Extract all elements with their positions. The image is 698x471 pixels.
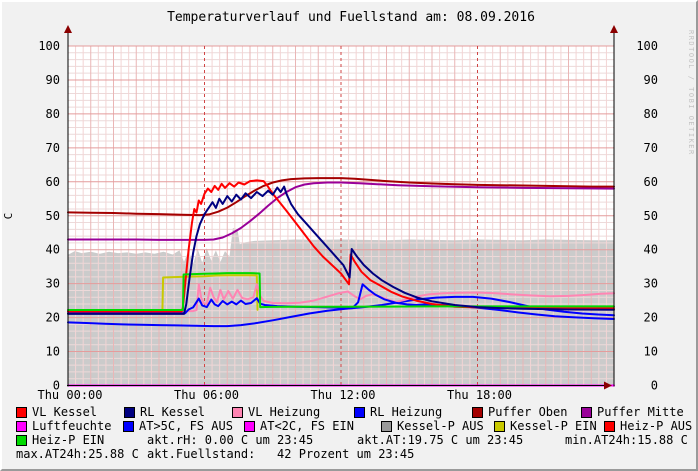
y-tick-label-right: 70 (644, 141, 658, 155)
y-tick-label-left: 70 (46, 141, 60, 155)
y-tick-label-left: 30 (46, 277, 60, 291)
legend-label: Heiz-P EIN (32, 433, 105, 447)
y-tick-label-left: 0 (53, 379, 60, 393)
y-tick-label-left: 10 (46, 345, 60, 359)
rrdtool-watermark: RRDTOOL / TOBI OETIKER (687, 30, 695, 156)
x-tick-label: Thu 00:00 (37, 388, 102, 402)
y-tick-label-right: 20 (644, 311, 658, 325)
series-rl_kessel (67, 185, 615, 315)
series-puffer_oben (67, 177, 615, 217)
y-tick-label-right: 30 (644, 277, 658, 291)
x-axis-arrow (604, 381, 612, 390)
legend-label: Luftfeuchte (32, 419, 112, 433)
x-tick-label: Thu 06:00 (174, 388, 239, 402)
y-tick-label-right: 90 (644, 73, 658, 87)
y-tick-label-right: 10 (644, 345, 658, 359)
legend-label: Puffer Mitte (597, 405, 684, 419)
y-tick-label-right: 40 (644, 243, 658, 257)
legend-label: Kessel-P AUS (397, 419, 484, 433)
legend-label: AT<2C, FS EIN (260, 419, 354, 433)
legend-swatch (124, 407, 135, 418)
y-tick-label-right: 100 (636, 39, 658, 53)
legend-label: VL Heizung (248, 405, 321, 419)
legend-swatch (232, 407, 243, 418)
y-tick-label-right: 50 (644, 209, 658, 223)
y-tick-label-left: 80 (46, 107, 60, 121)
legend-label: AT>5C, FS AUS (139, 419, 233, 433)
stat-text: akt.Fuellstand: 42 Prozent um 23:45 (147, 447, 415, 461)
legend-swatch (16, 421, 27, 432)
y-axis-arrow-right (610, 25, 618, 33)
y-tick-label-left: 100 (38, 39, 60, 53)
y-tick-label-left: 50 (46, 209, 60, 223)
y-tick-label-right: 60 (644, 175, 658, 189)
stat-text: akt.AT:19.75 C um 23:45 (357, 433, 524, 447)
legend-label: RL Kessel (140, 405, 206, 419)
y-tick-label-right: 0 (651, 379, 658, 393)
y-axis-unit-label: C (2, 213, 15, 220)
legend-swatch (244, 421, 255, 432)
x-tick-label: Thu 12:00 (310, 388, 375, 402)
y-tick-label-right: 80 (644, 107, 658, 121)
legend-swatch (604, 421, 615, 432)
chart-canvas: 0 0 10 10 20 20 30 30 40 40 50 50 60 60 70 70 80 80 90 90 10… (2, 25, 658, 402)
stat-text: max.AT24h:25.88 C (16, 447, 139, 461)
y-tick-label-left: 20 (46, 311, 60, 325)
legend-swatch (354, 407, 365, 418)
legend-swatch (472, 407, 483, 418)
legend-swatch (381, 421, 392, 432)
legend-swatch (16, 435, 27, 446)
series-vl_heizung (67, 283, 615, 313)
stat-text: akt.rH: 0.00 C um 23:45 (147, 433, 314, 447)
legend-swatch (581, 407, 592, 418)
series-vl_kessel (67, 179, 615, 313)
legend-swatch (16, 407, 27, 418)
legend-swatch (123, 421, 134, 432)
series-heiz_p_ein (67, 272, 615, 311)
legend-label: RL Heizung (370, 405, 443, 419)
stat-text: min.AT24h:15.88 C (565, 433, 688, 447)
y-tick-label-left: 90 (46, 73, 60, 87)
series-kessel_p_ein (161, 274, 259, 312)
legend-label: Kessel-P EIN (510, 419, 597, 433)
legend-label: VL Kessel (32, 405, 98, 419)
y-axis-arrow-left (64, 25, 72, 33)
legend-swatch (494, 421, 505, 432)
y-tick-label-left: 40 (46, 243, 60, 257)
x-tick-label: Thu 18:00 (447, 388, 512, 402)
chart-title: Temperaturverlauf und Fuellstand am: 08.… (167, 10, 535, 25)
legend-label: Heiz-P AUS (620, 419, 693, 433)
y-tick-label-left: 60 (46, 175, 60, 189)
legend-label: Puffer Oben (488, 405, 568, 419)
